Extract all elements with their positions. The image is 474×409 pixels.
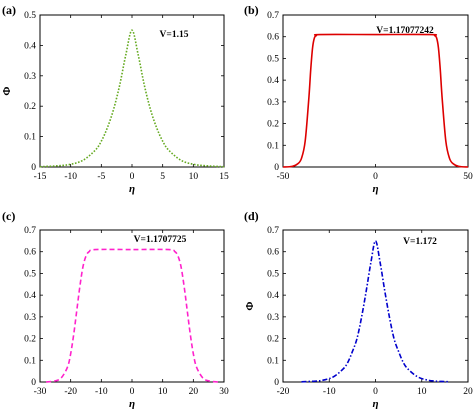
y-tick-label: 0.3: [24, 72, 36, 82]
x-tick-label: 0: [130, 387, 135, 397]
panel-tag: (a): [2, 3, 16, 17]
panel-tag: (c): [2, 209, 15, 223]
series-line: [301, 240, 450, 383]
x-axis-label: η: [372, 183, 378, 195]
panel-c: -30 -20 -10 0 10 20 30 0 0.1 0.2 0.3 0.4 0.5 0.6 0.7 η (…: [2, 209, 229, 409]
y-tick-label: 0.3: [267, 98, 279, 108]
x-tick-label: 20: [189, 387, 199, 397]
x-tick-label: 10: [417, 387, 427, 397]
x-tick-label: 0: [130, 172, 135, 182]
y-tick-label: 0.7: [24, 226, 36, 236]
panel-a: -15 -10 -5 0 5 10 15 0 0.1 0.2 0.3 0.4 0.5 η Φ (a) V=1.1…: [1, 3, 229, 195]
plot-frame: [282, 229, 469, 383]
panel-d: -20 -10 0 10 20 0 0.1 0.2 0.3 0.4 0.5 0.6 0.7 η Φ (d) V=…: [244, 209, 473, 409]
x-tick-label: -30: [34, 387, 47, 397]
plot-frame: [39, 229, 225, 383]
x-tick-label: -5: [97, 172, 105, 182]
x-axis-label: η: [129, 183, 135, 195]
x-tick-label: -50: [277, 172, 290, 182]
y-tick-label: 0.2: [24, 335, 36, 345]
plot-frame: [39, 14, 225, 168]
panel-tag: (d): [244, 209, 259, 223]
y-axis-label: Φ: [1, 86, 13, 95]
y-tick-label: 0.1: [24, 133, 36, 143]
y-tick-label: 0.6: [267, 248, 279, 258]
y-tick-label: 0.3: [24, 313, 36, 323]
y-tick-label: 0.1: [267, 141, 279, 151]
y-axis-label: Φ: [244, 301, 256, 310]
x-tick-label: -15: [34, 172, 47, 182]
y-tick-label: 0.7: [267, 11, 279, 21]
y-tick-label: 0.2: [267, 120, 279, 130]
y-tick-label: 0.5: [267, 269, 279, 279]
y-tick-label: 0: [274, 378, 279, 388]
velocity-annotation: V=1.15: [160, 30, 189, 40]
x-axis-label: η: [129, 398, 135, 409]
panel-tag: (b): [244, 3, 259, 17]
x-tick-label: 0: [373, 172, 378, 182]
x-tick-label: 15: [219, 172, 229, 182]
velocity-annotation: V=1.1707725: [134, 235, 187, 245]
y-tick-label: 0.6: [24, 248, 36, 258]
x-tick-label: 5: [160, 172, 165, 182]
y-tick-label: 0.1: [24, 356, 36, 366]
x-tick-label: 30: [219, 387, 229, 397]
y-tick-label: 0.5: [24, 269, 36, 279]
y-tick-label: 0.2: [267, 335, 279, 345]
y-tick-label: 0.4: [267, 291, 279, 301]
panel-b: -50 0 5000.10.20.30.40.50.60.7η(b)V=1.1707…: [244, 3, 473, 195]
x-tick-label: -20: [277, 387, 290, 397]
y-tick-label: 0.7: [267, 226, 279, 236]
y-tick-label: 0: [31, 378, 36, 388]
y-tick-label: 0.4: [24, 41, 36, 51]
series-line: [39, 29, 225, 168]
y-tick-label: 0.3: [267, 313, 279, 323]
x-tick-label: -10: [64, 172, 77, 182]
y-tick-label: 0.5: [24, 11, 36, 21]
y-tick-label: 0.4: [267, 76, 279, 86]
series-line: [46, 248, 218, 383]
x-tick-label: -20: [64, 387, 77, 397]
y-tick-label: 0.4: [24, 291, 36, 301]
x-tick-label: 20: [463, 387, 473, 397]
y-tick-label: 0: [31, 163, 36, 173]
x-tick-label: 10: [158, 387, 168, 397]
y-tick-label: 0.6: [267, 33, 279, 43]
x-tick-label: 10: [189, 172, 199, 182]
y-tick-label: 0.2: [24, 102, 36, 112]
velocity-annotation: V=1.172: [403, 237, 437, 247]
y-tick-label: 0: [274, 163, 279, 173]
y-tick-label: 0.5: [267, 54, 279, 64]
y-tick-label: 0.1: [267, 356, 279, 366]
x-axis-label: η: [372, 398, 378, 409]
x-tick-label: 0: [373, 387, 378, 397]
velocity-annotation: V=1.17077242: [376, 26, 434, 36]
plot-frame: [282, 14, 469, 168]
x-tick-label: -10: [95, 387, 108, 397]
x-tick-label: 50: [463, 172, 473, 182]
x-tick-label: -10: [323, 387, 336, 397]
series-line: [282, 33, 469, 168]
